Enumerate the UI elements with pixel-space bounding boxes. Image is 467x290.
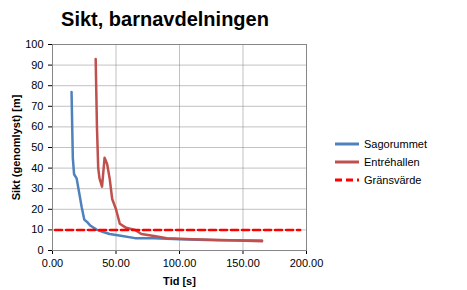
- svg-text:100.00: 100.00: [163, 257, 197, 269]
- svg-text:0.00: 0.00: [42, 257, 63, 269]
- svg-text:50: 50: [31, 141, 43, 153]
- svg-text:20: 20: [31, 203, 43, 215]
- svg-text:40: 40: [31, 162, 43, 174]
- svg-text:150.00: 150.00: [226, 257, 260, 269]
- html-text:Entréhallen: Entréhallen: [364, 156, 420, 168]
- svg-text:70: 70: [31, 100, 43, 112]
- svg-text:Tid [s]: Tid [s]: [163, 275, 196, 287]
- svg-text:90: 90: [31, 59, 43, 71]
- svg-text:50.00: 50.00: [102, 257, 130, 269]
- html-text:Gränsvärde: Gränsvärde: [364, 174, 422, 186]
- svg-text:30: 30: [31, 182, 43, 194]
- html-text:Sagorummet: Sagorummet: [364, 138, 427, 150]
- svg-text:60: 60: [31, 120, 43, 132]
- svg-text:80: 80: [31, 79, 43, 91]
- svg-text:0: 0: [37, 244, 43, 256]
- svg-text:Sikt (genomlyst) [m]: Sikt (genomlyst) [m]: [10, 94, 22, 200]
- svg-text:200.00: 200.00: [290, 257, 324, 269]
- svg-text:100: 100: [25, 38, 43, 50]
- html-text:Sikt, barnavdelningen: Sikt, barnavdelningen: [61, 8, 269, 30]
- svg-text:10: 10: [31, 223, 43, 235]
